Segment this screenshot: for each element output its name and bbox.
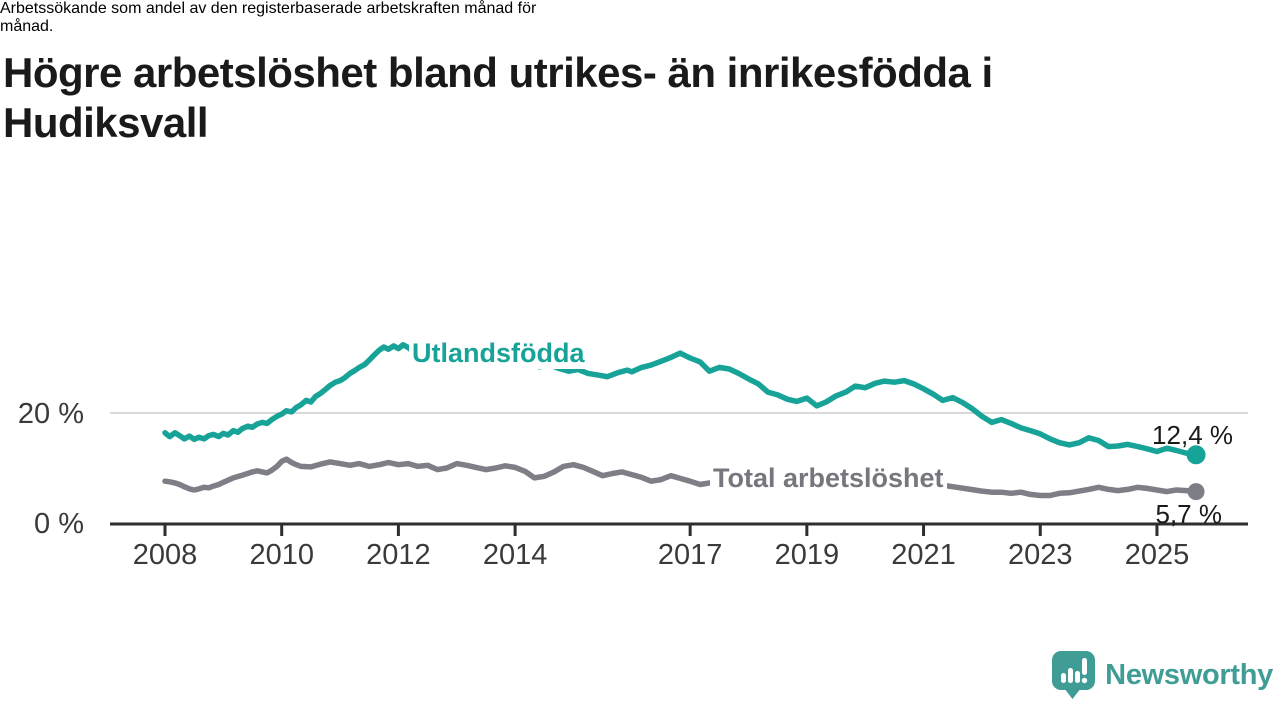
page-title-line-2: Hudiksvall: [3, 99, 209, 147]
x-tick-label-2014: 2014: [483, 539, 548, 571]
chart-subtitle-line-2: månad.: [0, 18, 54, 35]
series-label-total-arbetsloshet: Total arbetslöshet: [710, 463, 947, 494]
x-tick-label-2023: 2023: [1008, 539, 1073, 571]
end-value-label-total: 5,7 %: [1155, 499, 1223, 529]
x-tick-label-2010: 2010: [249, 539, 314, 571]
series-line-1: [162, 456, 1199, 499]
x-tick-label-2017: 2017: [658, 539, 723, 571]
y-axis-tick-label-0: 0 %: [34, 508, 84, 540]
newsworthy-brand: Newsworthy: [1051, 650, 1273, 700]
newsworthy-logo-icon: [1052, 651, 1096, 699]
series-line-0: [162, 342, 1199, 458]
x-tick-label-2012: 2012: [366, 539, 431, 571]
page-title-line-1: Högre arbetslöshet bland utrikes- än inr…: [3, 49, 993, 97]
series-label-utlandsfodda: Utlandsfödda: [409, 338, 588, 369]
x-tick-label-2019: 2019: [775, 539, 840, 571]
newsworthy-brand-text: Newsworthy: [1105, 658, 1273, 691]
x-tick-label-2008: 2008: [133, 539, 198, 571]
series-end-dot-0: [1186, 445, 1206, 465]
series-end-dot-1: [1187, 483, 1205, 501]
x-tick-label-2021: 2021: [891, 539, 956, 571]
page-title: Högre arbetslöshet bland utrikes- än inr…: [3, 48, 993, 148]
x-tick-label-2025: 2025: [1125, 539, 1190, 571]
chart-subtitle-line-1: Arbetssökande som andel av den registerb…: [0, 0, 537, 17]
y-axis-tick-label-20: 20 %: [17, 398, 84, 430]
end-value-label-utlandsfodda: 12,4 %: [1152, 420, 1233, 450]
